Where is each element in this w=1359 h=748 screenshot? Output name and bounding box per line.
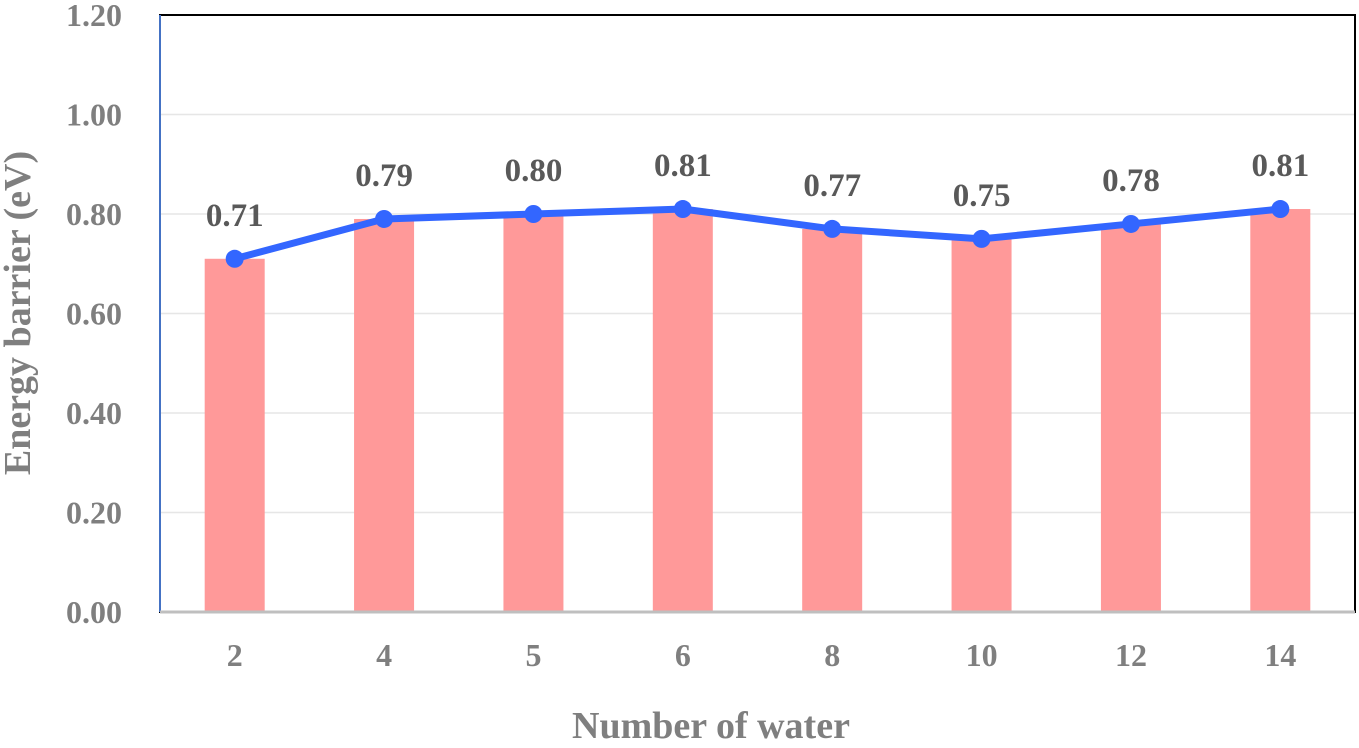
bar (354, 218, 415, 612)
data-label: 0.79 (355, 158, 413, 194)
y-tick-label: 1.00 (66, 97, 122, 133)
grid-lines (160, 113, 1355, 514)
line-marker (823, 219, 842, 238)
line-marker (1271, 200, 1290, 219)
bar (1250, 209, 1311, 612)
data-label: 0.81 (654, 148, 712, 184)
bar (503, 214, 564, 612)
y-tick-label: 0.40 (66, 395, 122, 431)
x-tick-label: 14 (1264, 637, 1296, 673)
data-label: 0.78 (1102, 163, 1160, 199)
data-label: 0.71 (206, 198, 264, 234)
x-axis-title: Number of water (572, 705, 850, 743)
x-tick-label: 6 (675, 637, 691, 673)
x-tick-label: 5 (525, 637, 541, 673)
y-tick-labels: 0.00 0.20 0.40 0.60 0.80 1.00 1.20 (66, 0, 122, 630)
line-marker (375, 209, 394, 228)
bar (1100, 223, 1161, 612)
line-marker (225, 249, 244, 268)
y-tick-label: 0.80 (66, 196, 122, 232)
line-marker (1121, 214, 1140, 233)
data-label: 0.77 (803, 168, 861, 204)
data-label: 0.80 (505, 153, 563, 189)
x-tick-label: 8 (824, 637, 840, 673)
series-line (231, 205, 1284, 263)
data-labels: 0.71 0.79 0.80 0.81 0.77 0.75 0.78 0.81 (206, 148, 1309, 234)
x-tick-label: 2 (227, 637, 243, 673)
x-tick-label: 12 (1115, 637, 1147, 673)
bar (802, 228, 863, 613)
bar (204, 258, 265, 612)
line-marker (972, 229, 991, 248)
x-tick-label: 4 (376, 637, 392, 673)
y-tick-label: 0.00 (66, 594, 122, 630)
y-tick-label: 0.60 (66, 296, 122, 332)
bar (951, 238, 1012, 612)
x-tick-label: 10 (966, 637, 998, 673)
y-tick-label: 1.20 (66, 0, 122, 33)
y-axis-title: Energy barrier (eV) (0, 151, 39, 475)
line-marker (524, 205, 543, 223)
data-label: 0.81 (1251, 148, 1309, 184)
data-label: 0.75 (953, 178, 1011, 214)
bar (652, 209, 713, 612)
y-tick-label: 0.20 (66, 495, 122, 531)
plot-frame (159, 14, 1356, 614)
bars (204, 209, 1311, 613)
line-marker (673, 200, 692, 219)
x-tick-labels: 2 4 5 6 8 10 12 14 (227, 637, 1297, 673)
line-series (225, 200, 1290, 268)
